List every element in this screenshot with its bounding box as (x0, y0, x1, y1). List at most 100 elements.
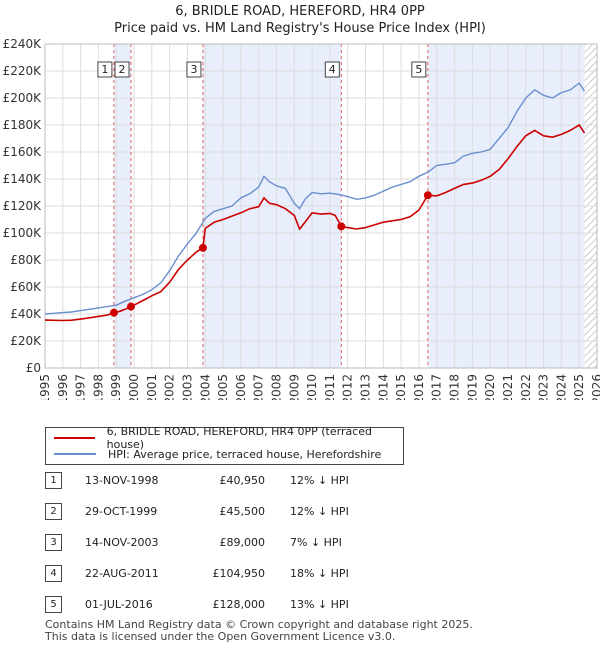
legend-hpi-label: HPI: Average price, terraced house, Here… (108, 447, 382, 461)
x-tick-label: 2019 (465, 374, 479, 400)
x-tick-label: 2002 (163, 374, 177, 400)
footer-notice: Contains HM Land Registry data © Crown c… (45, 619, 473, 643)
sale-number-label: 4 (329, 63, 336, 76)
chart-subtitle: Price paid vs. HM Land Registry's House … (114, 21, 486, 36)
row-price: £40,950 (219, 474, 266, 487)
y-tick-label: £140K (3, 172, 43, 186)
sale-point (337, 222, 346, 231)
row-hpi: 13% ↓ HPI (290, 598, 349, 611)
x-tick-label: 2023 (537, 374, 551, 400)
x-tick-label: 2001 (145, 374, 159, 400)
sale-number-box (324, 61, 340, 78)
table-row: 2 29-OCT-1999 £45,500 12% ↓ HPI (45, 501, 375, 521)
sale-number-label: 5 (415, 63, 422, 76)
sale-point (127, 302, 136, 311)
sale-point (109, 308, 118, 317)
table-row: 1 13-NOV-1998 £40,950 12% ↓ HPI (45, 470, 375, 490)
legend-item-price: 6, BRIDLE ROAD, HEREFORD, HR4 0PP (terra… (54, 425, 403, 451)
x-tick-label: 1996 (56, 374, 70, 400)
x-tick-label: 2006 (234, 374, 248, 400)
y-tick-label: £120K (3, 199, 43, 213)
x-tick-label: 2007 (252, 374, 266, 400)
sale-number-label: 1 (101, 63, 108, 76)
x-tick-label: 2005 (216, 374, 230, 400)
sale-point (198, 243, 207, 252)
x-tick-label: 2024 (554, 374, 568, 400)
row-number-badge: 3 (45, 534, 62, 551)
y-tick-label: £40K (10, 307, 42, 321)
row-price: £128,000 (212, 598, 266, 611)
x-tick-label: 2011 (323, 374, 337, 400)
chart-title: 6, BRIDLE ROAD, HEREFORD, HR4 0PP (175, 4, 425, 19)
x-tick-label: 1999 (109, 374, 123, 400)
row-number-badge: 1 (45, 472, 62, 489)
chart-title-block: 6, BRIDLE ROAD, HEREFORD, HR4 0PP Price … (0, 3, 600, 37)
chart-legend: 6, BRIDLE ROAD, HEREFORD, HR4 0PP (terra… (45, 425, 404, 465)
x-tick-label: 2013 (359, 374, 373, 400)
row-hpi: 12% ↓ HPI (290, 505, 349, 518)
x-tick-label: 2018 (448, 374, 462, 400)
y-tick-label: £100K (3, 226, 43, 240)
x-tick-label: 2008 (269, 374, 283, 400)
x-tick-label: 2009 (287, 374, 301, 400)
x-tick-label: 2017 (430, 374, 444, 400)
row-price: £89,000 (219, 536, 266, 549)
x-tick-label: 2021 (501, 374, 515, 400)
row-hpi: 18% ↓ HPI (290, 567, 349, 580)
x-tick-label: 2025 (572, 374, 586, 400)
y-tick-label: £180K (3, 118, 43, 132)
x-tick-label: 2000 (127, 374, 141, 400)
plot-frame (44, 43, 598, 369)
x-tick-label: 1998 (91, 374, 105, 400)
x-tick-label: 2022 (519, 374, 533, 400)
row-hpi: 7% ↓ HPI (290, 536, 342, 549)
row-price: £104,950 (212, 567, 266, 580)
x-tick-label: 2010 (305, 374, 319, 400)
x-tick-label: 2012 (341, 374, 355, 400)
sale-number-box (97, 61, 113, 78)
sale-number-box (186, 61, 202, 78)
row-price: £45,500 (219, 505, 266, 518)
x-tick-label: 2004 (198, 374, 212, 400)
row-hpi: 12% ↓ HPI (290, 474, 349, 487)
x-tick-label: 2016 (412, 374, 426, 400)
sale-number-label: 3 (190, 63, 197, 76)
price-chart: £0 £20K £40K £60K £80K £100K £120K £140K £160K £1… (3, 37, 600, 400)
row-number-badge: 4 (45, 565, 62, 582)
sale-number-box (114, 61, 130, 78)
row-number-badge: 5 (45, 596, 62, 613)
table-row: 5 01-JUL-2016 £128,000 13% ↓ HPI (45, 594, 375, 614)
hpi-series-line (44, 82, 586, 315)
x-tick-label: 2020 (483, 374, 497, 400)
row-date: 13-NOV-1998 (85, 474, 159, 487)
x-tick-label: 2015 (394, 374, 408, 400)
footer-copyright: Contains HM Land Registry data © Crown c… (45, 618, 473, 631)
row-date: 14-NOV-2003 (85, 536, 159, 549)
table-row: 4 22-AUG-2011 £104,950 18% ↓ HPI (45, 563, 375, 583)
y-tick-label: £60K (10, 280, 42, 294)
y-tick-label: £240K (3, 37, 43, 51)
row-date: 01-JUL-2016 (85, 598, 153, 611)
legend-hpi-swatch (54, 453, 96, 455)
legend-price-swatch (54, 437, 95, 439)
row-date: 22-AUG-2011 (85, 567, 159, 580)
x-tick-label: 2014 (376, 374, 390, 400)
row-date: 29-OCT-1999 (85, 505, 158, 518)
legend-price-label: 6, BRIDLE ROAD, HEREFORD, HR4 0PP (terra… (106, 425, 373, 451)
y-tick-label: £20K (10, 334, 42, 348)
row-number-badge: 2 (45, 503, 62, 520)
sale-number-box (411, 61, 427, 78)
x-tick-label: 1995 (38, 374, 52, 400)
y-tick-label: £80K (10, 253, 42, 267)
footer-licence: This data is licensed under the Open Gov… (45, 630, 396, 643)
sale-number-label: 2 (119, 63, 126, 76)
table-row: 3 14-NOV-2003 £89,000 7% ↓ HPI (45, 532, 375, 552)
x-tick-label: 1997 (74, 374, 88, 400)
sale-point (423, 191, 432, 200)
y-tick-label: £0 (26, 361, 41, 375)
x-tick-label: 2003 (180, 374, 194, 400)
y-tick-label: £220K (3, 64, 43, 78)
y-tick-label: £160K (3, 145, 43, 159)
y-tick-label: £200K (3, 91, 43, 105)
legend-item-hpi: HPI: Average price, terraced house, Here… (54, 446, 381, 462)
